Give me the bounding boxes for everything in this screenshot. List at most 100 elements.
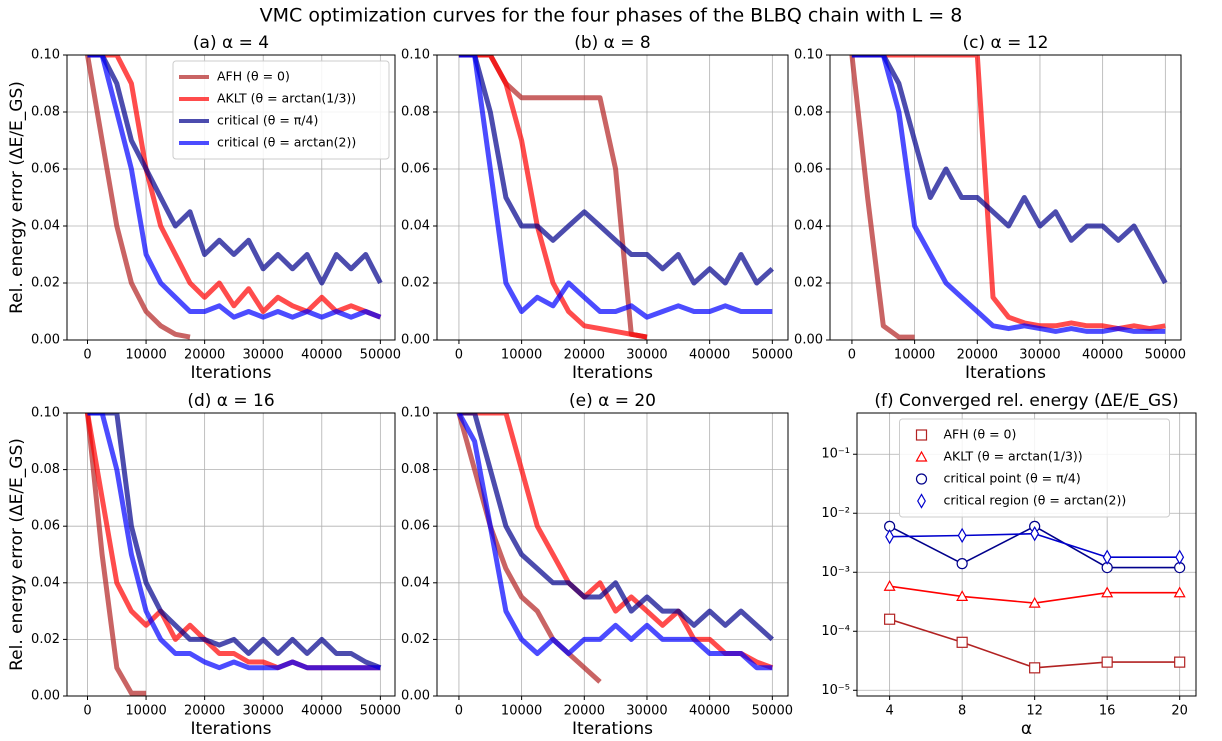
- series-line: [85, 55, 191, 340]
- x-tick-label: 0: [848, 348, 856, 363]
- figure-title: VMC optimization curves for the four pha…: [260, 5, 963, 27]
- marker: [1028, 596, 1041, 608]
- y-tick-label: 0.06: [401, 162, 430, 177]
- marker: [917, 493, 926, 509]
- marker: [884, 613, 896, 625]
- y-tick-label: 0.08: [401, 105, 430, 120]
- marker: [957, 527, 967, 544]
- series-line: [87, 55, 383, 286]
- axes-frame: [856, 412, 1197, 697]
- y-tick-label: 0.02: [794, 276, 823, 291]
- y-tick-label: 0.02: [401, 632, 430, 647]
- marker: [956, 590, 969, 601]
- series-line: [458, 413, 774, 671]
- panel-title: (c) α = 12: [963, 33, 1049, 53]
- legend-box: [899, 418, 1170, 518]
- y-tick-label: 0.04: [401, 219, 430, 234]
- y-tick-label: 0.08: [31, 105, 60, 120]
- plot-area: [85, 55, 383, 340]
- x-tick-label: 10000: [501, 348, 542, 363]
- y-axis-label: Rel. energy error (ΔE/E_GS): [7, 438, 27, 671]
- x-tick-label: 10000: [894, 348, 935, 363]
- y-tick-label: 0.06: [31, 162, 60, 177]
- y-tick-label: 0.04: [401, 575, 430, 590]
- y-tick-label: 0.00: [401, 689, 430, 704]
- plot-area: [456, 413, 774, 684]
- marker: [883, 579, 896, 591]
- legend-label: AKLT (θ = arctan(1/3)): [217, 91, 356, 106]
- x-tick-label: 20000: [957, 348, 998, 363]
- y-tick-label: 0.10: [31, 406, 60, 421]
- x-tick-label: 10000: [501, 704, 542, 719]
- panel-title: (f) Converged rel. energy (ΔE/E_GS): [874, 391, 1178, 411]
- marker: [1173, 586, 1186, 598]
- axes-frame: [829, 54, 1182, 341]
- y-tick-label: 0.10: [31, 48, 60, 63]
- series-line: [87, 413, 382, 671]
- panel-title: (d) α = 16: [187, 391, 274, 411]
- x-tick-label: 20000: [184, 348, 225, 363]
- marker: [1101, 586, 1114, 598]
- x-tick-label: 50000: [360, 348, 401, 363]
- y-tick-label: 10⁻¹: [821, 447, 850, 462]
- x-axis-label: Iterations: [191, 363, 272, 383]
- y-tick-label: 0.08: [31, 462, 60, 477]
- series-line: [851, 55, 1166, 334]
- plot-area: [458, 55, 774, 340]
- y-tick-label: 0.10: [401, 406, 430, 421]
- series-line: [458, 55, 773, 320]
- marker: [1174, 656, 1186, 668]
- panel-title: (a) α = 4: [193, 33, 269, 53]
- x-tick-label: 40000: [1082, 348, 1123, 363]
- panel-title: (b) α = 8: [574, 33, 651, 53]
- marker: [915, 473, 928, 485]
- x-axis-label: Iterations: [191, 719, 272, 739]
- y-tick-label: 10⁻⁴: [821, 624, 850, 639]
- marker: [956, 558, 968, 570]
- marker: [1101, 656, 1113, 668]
- panel-title: (e) α = 20: [569, 391, 656, 411]
- y-tick-label: 0.08: [794, 105, 823, 120]
- y-tick-label: 0.00: [31, 689, 60, 704]
- x-tick-label: 30000: [243, 348, 284, 363]
- x-tick-label: 50000: [360, 704, 401, 719]
- series-line: [851, 55, 1168, 285]
- axes-frame: [436, 54, 789, 341]
- x-axis-label: Iterations: [572, 719, 653, 739]
- x-tick-label: 20000: [184, 704, 225, 719]
- y-tick-label: 0.02: [31, 276, 60, 291]
- x-tick-label: 40000: [301, 348, 342, 363]
- x-tick-label: 0: [455, 348, 463, 363]
- legend-label: AFH (θ = 0): [217, 69, 290, 84]
- x-tick-label: 30000: [626, 348, 667, 363]
- y-tick-label: 0.08: [401, 462, 430, 477]
- x-tick-label: 30000: [243, 704, 284, 719]
- axes-frame: [66, 412, 396, 697]
- legend-label: critical point (θ = π/4): [944, 471, 1081, 486]
- series-line: [458, 55, 648, 340]
- legend-label: AFH (θ = 0): [944, 427, 1017, 442]
- series-line: [458, 55, 648, 340]
- x-tick-label: 10000: [125, 704, 166, 719]
- y-tick-label: 0.04: [31, 575, 60, 590]
- x-tick-label: 20000: [564, 348, 605, 363]
- series-line: [87, 413, 381, 671]
- legend-label: critical (θ = arctan(2)): [217, 135, 356, 150]
- x-tick-label: 10000: [125, 348, 166, 363]
- legend-label: critical (θ = π/4): [217, 113, 318, 128]
- x-tick-label: 30000: [1019, 348, 1060, 363]
- x-tick-label: 20: [1171, 704, 1188, 719]
- marker: [885, 529, 895, 545]
- y-tick-label: 0.00: [794, 333, 823, 348]
- y-tick-label: 0.06: [794, 162, 823, 177]
- y-tick-label: 0.04: [794, 219, 823, 234]
- y-tick-label: 0.00: [401, 333, 430, 348]
- series-line: [87, 55, 382, 320]
- y-tick-label: 0.02: [401, 276, 430, 291]
- y-axis-label: Rel. energy error (ΔE/E_GS): [7, 81, 27, 314]
- marker: [956, 636, 968, 648]
- legend-box: [172, 60, 390, 160]
- x-tick-label: 50000: [752, 348, 793, 363]
- x-axis-label: Iterations: [965, 363, 1046, 383]
- legend-label: AKLT (θ = arctan(1/3)): [944, 449, 1083, 464]
